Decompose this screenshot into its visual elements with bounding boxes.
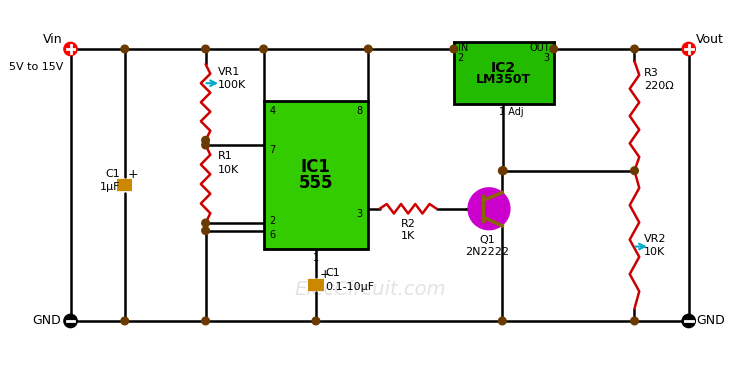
Text: R2: R2: [401, 219, 415, 229]
Circle shape: [201, 137, 210, 144]
Text: 7: 7: [269, 145, 275, 155]
Text: 3: 3: [544, 52, 550, 62]
Text: 1 Adj: 1 Adj: [499, 107, 523, 117]
Bar: [454, 42, 553, 104]
Text: 220Ω: 220Ω: [644, 81, 674, 91]
Circle shape: [201, 45, 210, 53]
Text: +: +: [319, 268, 330, 281]
Circle shape: [468, 188, 510, 230]
Circle shape: [499, 317, 506, 325]
Text: 1μF: 1μF: [99, 182, 120, 192]
Text: 0.1-10μF: 0.1-10μF: [326, 282, 374, 292]
Circle shape: [631, 45, 638, 53]
Text: IC2: IC2: [491, 61, 516, 75]
Circle shape: [121, 317, 128, 325]
Text: 10K: 10K: [644, 247, 665, 257]
Text: R3: R3: [644, 68, 658, 78]
Circle shape: [201, 141, 210, 149]
Text: 3: 3: [356, 208, 363, 218]
Circle shape: [499, 167, 506, 175]
Text: ElecCircuit.com: ElecCircuit.com: [294, 280, 446, 299]
Circle shape: [312, 317, 320, 325]
Circle shape: [682, 42, 696, 56]
Text: VR1: VR1: [218, 67, 240, 77]
Text: 1K: 1K: [401, 231, 415, 241]
Circle shape: [64, 42, 77, 56]
Text: 6: 6: [269, 230, 275, 240]
Text: IN: IN: [458, 43, 468, 53]
Text: C1: C1: [105, 169, 120, 179]
Text: R1: R1: [218, 151, 233, 162]
Circle shape: [260, 45, 267, 53]
Text: LM350T: LM350T: [476, 73, 531, 86]
Bar: [264, 101, 368, 249]
Circle shape: [450, 45, 458, 53]
Text: Vout: Vout: [696, 33, 724, 46]
Text: IC1: IC1: [301, 158, 331, 176]
Text: C1: C1: [326, 268, 340, 279]
Circle shape: [499, 167, 507, 175]
Text: 1: 1: [313, 253, 319, 263]
Text: 5V to 15V: 5V to 15V: [9, 62, 63, 72]
Text: 4: 4: [269, 106, 275, 116]
Text: VR2: VR2: [644, 234, 666, 244]
Text: Q1: Q1: [479, 235, 495, 245]
Circle shape: [121, 45, 128, 53]
Circle shape: [631, 317, 638, 325]
Circle shape: [682, 314, 696, 328]
Text: 2: 2: [269, 216, 275, 226]
Circle shape: [364, 45, 372, 53]
Text: 2: 2: [458, 52, 464, 62]
Circle shape: [201, 317, 210, 325]
Circle shape: [201, 227, 210, 234]
Text: 8: 8: [356, 106, 363, 116]
Circle shape: [64, 314, 77, 328]
Text: GND: GND: [32, 314, 61, 327]
Text: GND: GND: [696, 314, 725, 327]
Circle shape: [631, 167, 638, 175]
Text: 2N2222: 2N2222: [465, 246, 509, 256]
Text: +: +: [128, 168, 139, 181]
Text: 10K: 10K: [218, 165, 239, 175]
Text: Vin: Vin: [43, 33, 63, 46]
Text: 100K: 100K: [218, 80, 246, 90]
Text: OUT: OUT: [529, 43, 550, 53]
Circle shape: [550, 45, 558, 53]
Circle shape: [201, 219, 210, 227]
Text: 555: 555: [299, 173, 333, 192]
